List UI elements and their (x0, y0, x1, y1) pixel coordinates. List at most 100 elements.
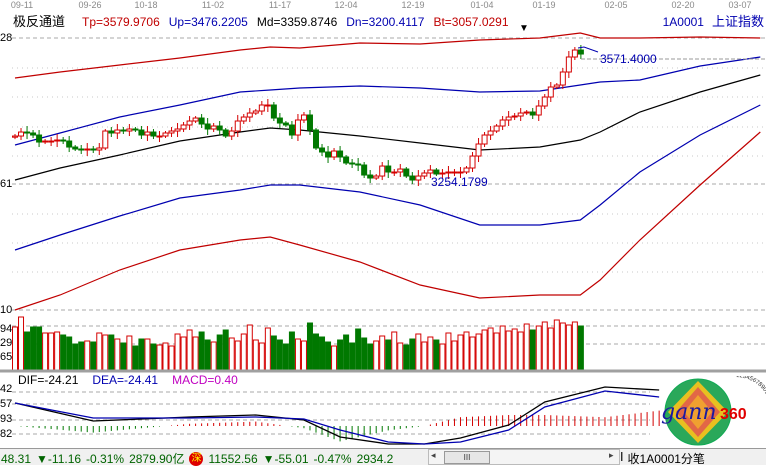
volume-bar (385, 339, 392, 371)
candle-body (18, 131, 25, 137)
candle (451, 169, 458, 177)
candle-body (337, 150, 344, 158)
candle-body (60, 139, 67, 142)
candle (547, 82, 554, 103)
band-tp (14, 32, 761, 79)
candle-body (222, 129, 229, 137)
volume-bar (30, 326, 37, 371)
horizontal-scrollbar[interactable]: ◂ III ▸ (428, 449, 620, 465)
volume-bar (409, 338, 416, 371)
candle-body (367, 174, 374, 179)
candle (379, 162, 386, 181)
low-annotation: 3254.1799 (431, 175, 488, 189)
candle (276, 113, 283, 129)
candle-body (138, 129, 145, 136)
candle-body (144, 131, 151, 136)
candle (66, 136, 73, 153)
candle (270, 102, 277, 122)
candle (222, 128, 229, 139)
candle-body (535, 105, 542, 116)
volume-bar (48, 332, 55, 371)
band-up (14, 56, 761, 146)
candle (108, 127, 115, 137)
band-dn (14, 104, 761, 251)
indicator-header: 极反通道 Tp=3579.9706 Up=3476.2205 Md=3359.8… (13, 11, 509, 30)
sh-change: ▼-11.16 (36, 451, 82, 466)
candle (469, 152, 476, 173)
candle-body (252, 110, 259, 114)
volume-label: 29 (0, 337, 13, 349)
candle-body (114, 129, 121, 134)
antenna-icon: Ⅰ (620, 450, 624, 464)
candle (210, 123, 217, 133)
volume-bar (18, 316, 25, 371)
volume-bar (36, 326, 43, 371)
kline-chart[interactable]: ▼ (0, 0, 766, 448)
candle-body (216, 125, 223, 131)
candle-body (36, 134, 43, 143)
volume-bar (505, 330, 512, 371)
indicator-name[interactable]: 极反通道 (13, 14, 66, 29)
volume-bar (150, 343, 157, 371)
candle-body (132, 128, 139, 131)
volume-bar (571, 321, 578, 371)
candle-body (577, 49, 584, 55)
grid-lines (12, 37, 766, 435)
scroll-thumb[interactable]: III (444, 451, 490, 464)
index-name[interactable]: 上证指数 (711, 14, 764, 29)
candle (553, 83, 560, 90)
volume-bar (84, 340, 91, 371)
candle-body (168, 130, 175, 134)
dn-value: Dn=3200.4117 (346, 15, 425, 29)
scroll-left-arrow-icon[interactable]: ◂ (431, 450, 436, 460)
feed-label[interactable]: 收1A0001分笔 (627, 452, 705, 466)
price-label: 28 (0, 32, 13, 44)
candle (403, 167, 410, 179)
volume-bar (421, 341, 428, 371)
candle (499, 116, 506, 131)
candle-body (78, 148, 85, 151)
gann360-logo: gann 360 1234567890123456789 (658, 373, 766, 448)
candle-body (409, 175, 416, 181)
scroll-right-arrow-icon[interactable]: ▸ (609, 450, 614, 460)
volume-bar (156, 344, 163, 371)
candle (361, 162, 368, 179)
candle-body (174, 128, 181, 132)
bt-value: Bt=3057.0291 (433, 15, 509, 29)
volume-bar (198, 331, 205, 371)
volume-bar (499, 325, 506, 371)
candle (325, 145, 332, 163)
macd-label: 93 (0, 413, 13, 425)
candle (367, 170, 374, 184)
macd-label: 57 (0, 398, 13, 410)
volume-label: 94 (0, 323, 13, 335)
candle (180, 122, 187, 133)
candle (487, 126, 494, 141)
volume-bar (270, 335, 277, 371)
status-bar: 48.31 ▼-11.16 -0.31% 2879.90亿 深 11552.56… (0, 448, 766, 466)
volume-bar (559, 322, 566, 371)
up-value: Up=3476.2205 (168, 15, 248, 29)
volume-bar (349, 342, 356, 371)
candle-body (511, 115, 518, 118)
date-tick: 12-19 (401, 0, 425, 10)
candle-body (517, 112, 524, 117)
candle-body (90, 148, 97, 151)
volume-bar (138, 338, 145, 371)
candle (409, 172, 416, 185)
volume-bar (12, 326, 18, 371)
volume-bar (553, 319, 560, 371)
volume-bar (427, 336, 434, 371)
candle (313, 128, 319, 151)
volume-bar (481, 329, 488, 371)
candle (337, 146, 344, 162)
candle-body (463, 167, 470, 173)
price-label: 10 (0, 304, 13, 316)
sz-badge[interactable]: 深 (189, 451, 204, 466)
candle (415, 170, 422, 187)
volume-bar (469, 336, 476, 371)
candle (102, 129, 109, 151)
candle-body (481, 134, 488, 145)
dif-line (14, 386, 660, 445)
price-label: 61 (0, 178, 13, 190)
